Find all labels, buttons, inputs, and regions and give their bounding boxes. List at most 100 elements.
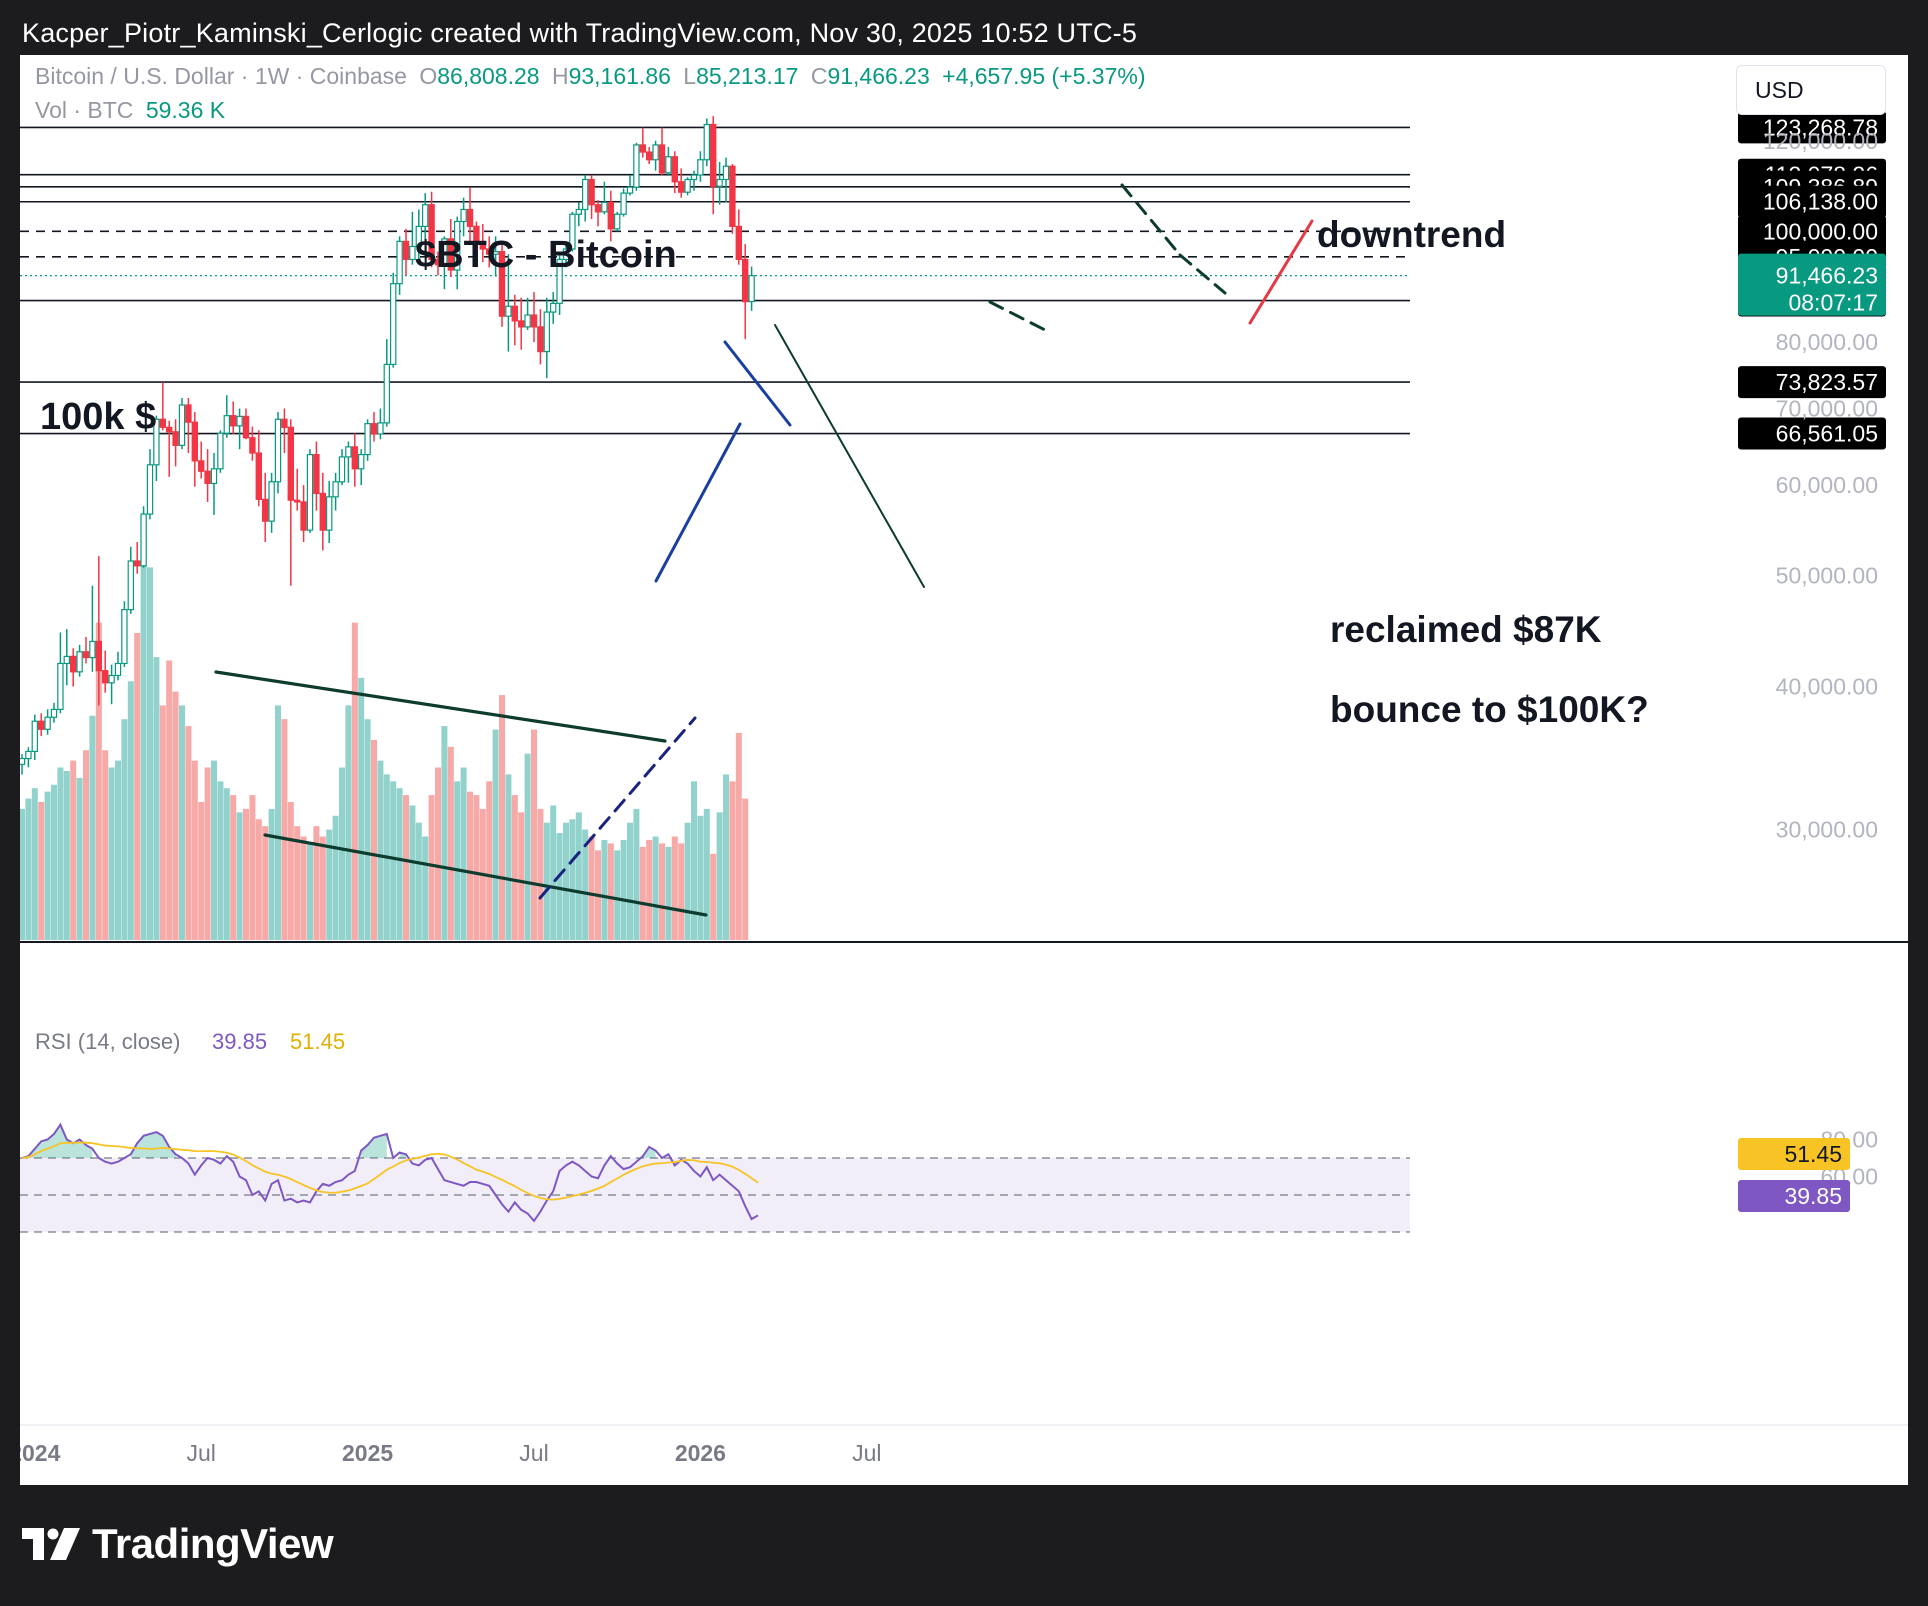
candle-body [44, 716, 51, 730]
volume-bar [300, 836, 307, 940]
volume-bar [172, 691, 179, 940]
volume-bar [198, 802, 205, 940]
volume-bar [646, 839, 653, 940]
tradingview-logo[interactable]: TradingView [22, 1520, 334, 1568]
volume-bar [710, 853, 717, 940]
candle-body [242, 415, 250, 439]
candle-body [172, 431, 179, 446]
volume-bar [460, 767, 467, 940]
candle-body [658, 144, 666, 174]
volume-bar [447, 746, 454, 940]
candle-body [645, 151, 653, 161]
volume-bar [588, 836, 595, 940]
high-label: H [551, 63, 569, 89]
candle-body [223, 415, 230, 434]
volume-bar [652, 836, 659, 940]
price-level-label: 123,268.78 [1763, 114, 1878, 140]
candle-body [217, 432, 224, 470]
candle-body [127, 560, 134, 611]
currency-selector[interactable]: USD [1736, 65, 1886, 115]
price-level-label: 100,000.00 [1763, 218, 1878, 244]
rsi-tag-label: 39.85 [1784, 1183, 1842, 1209]
reclaimed-label: reclaimed $87K [1330, 609, 1602, 650]
candle-body [626, 186, 634, 194]
current-price-tag [1738, 253, 1886, 316]
candle-body [684, 178, 691, 193]
candle-body [479, 243, 487, 250]
volume-bar [249, 795, 256, 940]
symbol-name: Bitcoin / U.S. Dollar · 1W · Coinbase [35, 63, 407, 89]
price-axis-tick: 80,000.00 [1776, 329, 1878, 355]
candle-body [402, 240, 410, 261]
time-axis-tick: 2025 [342, 1440, 393, 1466]
volume-bar [531, 729, 537, 940]
candle-body [50, 708, 58, 718]
candle-body [230, 415, 237, 427]
volume-bar [441, 726, 448, 940]
time-axis-tick: Jul [186, 1440, 215, 1466]
rsi-indicator-name: RSI (14, close) [35, 1029, 181, 1054]
chart-panel[interactable]: $BTC - Bitcoin 100k $ downtrend reclaimed $… [20, 55, 1908, 1485]
volume-bar [140, 532, 147, 940]
volume-bar [377, 760, 384, 940]
correction-trendline [774, 324, 925, 588]
chart-title: $BTC - Bitcoin [415, 234, 677, 276]
candle-body [185, 404, 192, 423]
candle-body [268, 481, 275, 522]
volume-bar [121, 719, 128, 940]
tradingview-logo-icon [22, 1528, 80, 1560]
volume-bar [428, 795, 435, 940]
candle-body [159, 418, 166, 428]
volume-bar [556, 833, 563, 940]
candle-body [601, 201, 608, 213]
current-price-label: 91,466.23 [1776, 263, 1878, 289]
volume-bar [499, 695, 505, 940]
price-axis-tick: 50,000.00 [1776, 563, 1878, 589]
rsi-overbought-fill [361, 1133, 387, 1158]
volume-bar [659, 843, 665, 940]
rsi-ma-tag [1738, 1138, 1850, 1170]
volume-bar [518, 812, 525, 940]
candle-body [31, 720, 38, 753]
volume-bar [614, 850, 621, 940]
price-level-label: 106,138.00 [1763, 189, 1878, 215]
chart-canvas[interactable]: $BTC - Bitcoin 100k $ downtrend reclaimed $… [20, 55, 1908, 1485]
candle-body [396, 240, 403, 285]
candle-body [466, 208, 474, 227]
candles-layer [20, 116, 755, 775]
close-label: C [810, 63, 828, 89]
volume-bar [332, 815, 339, 940]
pullback-line [723, 340, 792, 427]
candle-body [729, 165, 736, 227]
volume-bar [211, 760, 217, 940]
high-value: 93,161.86 [568, 63, 671, 89]
open-label: O [419, 63, 438, 89]
volume-bar [422, 836, 429, 940]
candle-body [153, 418, 160, 466]
volume-bar [684, 822, 691, 940]
price-level-tag [1738, 417, 1886, 450]
candle-body [191, 421, 198, 462]
volume-legend: Vol · BTC 59.36 K [35, 97, 231, 124]
volume-bar [351, 622, 358, 940]
price-axis-tick: 40,000.00 [1776, 674, 1878, 700]
resistance-dash-2 [1120, 183, 1182, 257]
volume-bar [665, 846, 672, 940]
volume-bar [703, 808, 710, 940]
resistance-dash-1 [988, 300, 1047, 332]
candle-body [57, 662, 64, 710]
volume-bar [454, 781, 461, 940]
volume-bar [294, 826, 301, 940]
candle-body [210, 468, 218, 485]
candle-body [345, 446, 352, 458]
candle-body [486, 248, 493, 255]
volume-bar [511, 795, 518, 940]
volume-bar [550, 805, 557, 940]
breakout-support-line [538, 716, 697, 900]
volume-bar [435, 767, 441, 940]
candle-body [473, 225, 480, 245]
volume-bar [236, 812, 243, 940]
volume-bar [147, 567, 153, 940]
volume-bar [262, 826, 269, 940]
volume-bar [415, 822, 422, 940]
